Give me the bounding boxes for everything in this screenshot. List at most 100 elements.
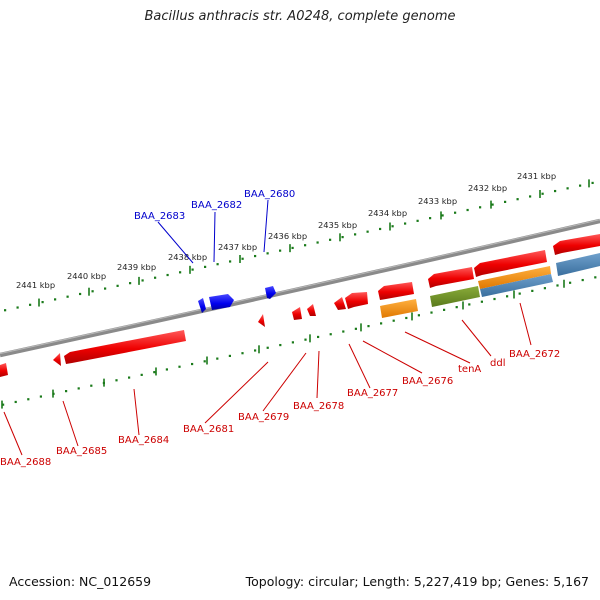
inner-dot (140, 373, 143, 376)
gene-label-baa-2672[interactable]: BAA_2672 (509, 349, 560, 360)
ruler-dot (541, 192, 544, 195)
genome-backbone (0, 218, 600, 358)
inner-dot (128, 376, 131, 379)
label-leaders (3, 199, 532, 456)
inner-dot (27, 398, 30, 401)
feature-steel-2[interactable] (556, 253, 600, 276)
gene-arrow-right-edge[interactable] (553, 234, 600, 255)
ruler-dot (416, 219, 419, 222)
ruler-dot (379, 227, 382, 231)
kbp-ruler (4, 179, 594, 312)
gene-label-baa-2681[interactable]: BAA_2681 (183, 424, 234, 435)
gene-arrow-baa-2682[interactable] (209, 294, 234, 310)
genome-summary: Topology: circular; Length: 5,227,419 bp… (245, 574, 589, 589)
ruler-dot (229, 260, 232, 263)
feature-orange-1[interactable] (380, 299, 418, 318)
gene-arrow-baa-2685[interactable] (53, 353, 61, 366)
plus-strand-genes (0, 234, 600, 377)
rna-features (380, 253, 600, 318)
gene-label-baa-2680[interactable]: BAA_2680 (244, 189, 295, 200)
ruler-dot (254, 254, 257, 258)
gene-arrow-baa-2679[interactable] (292, 307, 302, 320)
ruler-dot (366, 230, 369, 233)
inner-dot (90, 384, 93, 387)
gene-arrow-ddl[interactable] (428, 267, 474, 288)
inner-dot (191, 362, 194, 366)
gene-label-baa-2676[interactable]: BAA_2676 (402, 376, 453, 387)
ruler-dot (291, 246, 294, 250)
ruler-dot (104, 287, 107, 290)
ruler-dot (304, 244, 307, 247)
inner-dot (342, 330, 345, 333)
minus-strand-genes (198, 286, 276, 313)
ruler-dot (79, 292, 82, 296)
ruler-dot (516, 198, 519, 201)
ruler-dot (91, 290, 94, 293)
inner-dot (291, 341, 294, 344)
gene-arrow-baa-2677[interactable] (334, 297, 346, 310)
inner-dot (367, 325, 370, 328)
gene-label-baa-2684[interactable]: BAA_2684 (118, 435, 169, 446)
inner-dot (39, 395, 42, 398)
inner-dot (77, 387, 80, 390)
gene-label-tena[interactable]: tenA (458, 364, 481, 375)
ruler-dot (66, 295, 69, 298)
ruler-dot (41, 301, 44, 304)
gene-arrow-baa-2676[interactable] (345, 292, 368, 309)
ruler-dot (216, 263, 219, 266)
inner-dot (455, 306, 458, 309)
gene-label-baa-2685[interactable]: BAA_2685 (56, 446, 107, 457)
gene-arrow-baa-2688[interactable] (0, 363, 8, 377)
ruler-dot (266, 252, 269, 255)
ruler-dot (141, 279, 144, 282)
map-title: Bacillus anthracis str. A0248, complete … (144, 9, 456, 24)
inner-dot (493, 297, 496, 301)
inner-dot (581, 278, 584, 282)
gene-arrow-baa-2678[interactable] (307, 304, 316, 316)
gene-label-ddl[interactable]: ddl (490, 358, 505, 369)
gene-label-baa-2683[interactable]: BAA_2683 (134, 211, 185, 222)
inner-dot (543, 287, 546, 290)
gene-label-baa-2682[interactable]: BAA_2682 (191, 200, 242, 211)
inner-dot (279, 343, 282, 347)
inner-dot (594, 276, 597, 279)
ruler-dot (279, 249, 282, 252)
ruler-dot (566, 187, 569, 190)
gene-arrow-baa-2672[interactable] (474, 250, 547, 277)
feature-orange-2[interactable] (478, 266, 551, 289)
inner-dot (241, 352, 244, 355)
inner-dot (2, 403, 5, 406)
inner-dot (392, 319, 395, 322)
ruler-label: 2433 kbp (418, 196, 457, 206)
ruler-dot (491, 203, 494, 206)
ruler-dot (391, 225, 394, 228)
inner-dot (518, 292, 521, 295)
gene-label-baa-2677[interactable]: BAA_2677 (347, 388, 398, 399)
gene-label-baa-2688[interactable]: BAA_2688 (0, 457, 51, 468)
ruler-dot (454, 211, 457, 214)
gene-arrow-baa-2684[interactable] (64, 330, 186, 364)
gene-arrow-baa-2680[interactable] (265, 286, 276, 299)
inner-dot (329, 333, 332, 336)
ruler-dot (154, 276, 157, 279)
gene-label-baa-2678[interactable]: BAA_2678 (293, 401, 344, 412)
gene-arrow-baa-2681[interactable] (258, 314, 265, 327)
gene-label-baa-2679[interactable]: BAA_2679 (238, 412, 289, 423)
ruler-dot (316, 241, 319, 244)
inner-dot (506, 295, 509, 298)
inner-dot (165, 368, 168, 371)
inner-dot (304, 338, 307, 341)
inner-dot (430, 311, 433, 314)
ruler-label: 2435 kbp (318, 220, 357, 230)
inner-dot (216, 357, 219, 360)
ruler-dot (329, 238, 332, 241)
ruler-dot (579, 184, 582, 187)
inner-dot (153, 371, 156, 374)
gene-arrow-tena[interactable] (378, 282, 414, 300)
ruler-label: 2439 kbp (117, 262, 156, 272)
ruler-label: 2440 kbp (67, 271, 106, 281)
gene-arrow-baa-2683[interactable] (198, 298, 206, 313)
feature-steel-1[interactable] (480, 274, 553, 297)
ruler-dot (241, 257, 244, 260)
feature-green-1[interactable] (430, 286, 480, 307)
